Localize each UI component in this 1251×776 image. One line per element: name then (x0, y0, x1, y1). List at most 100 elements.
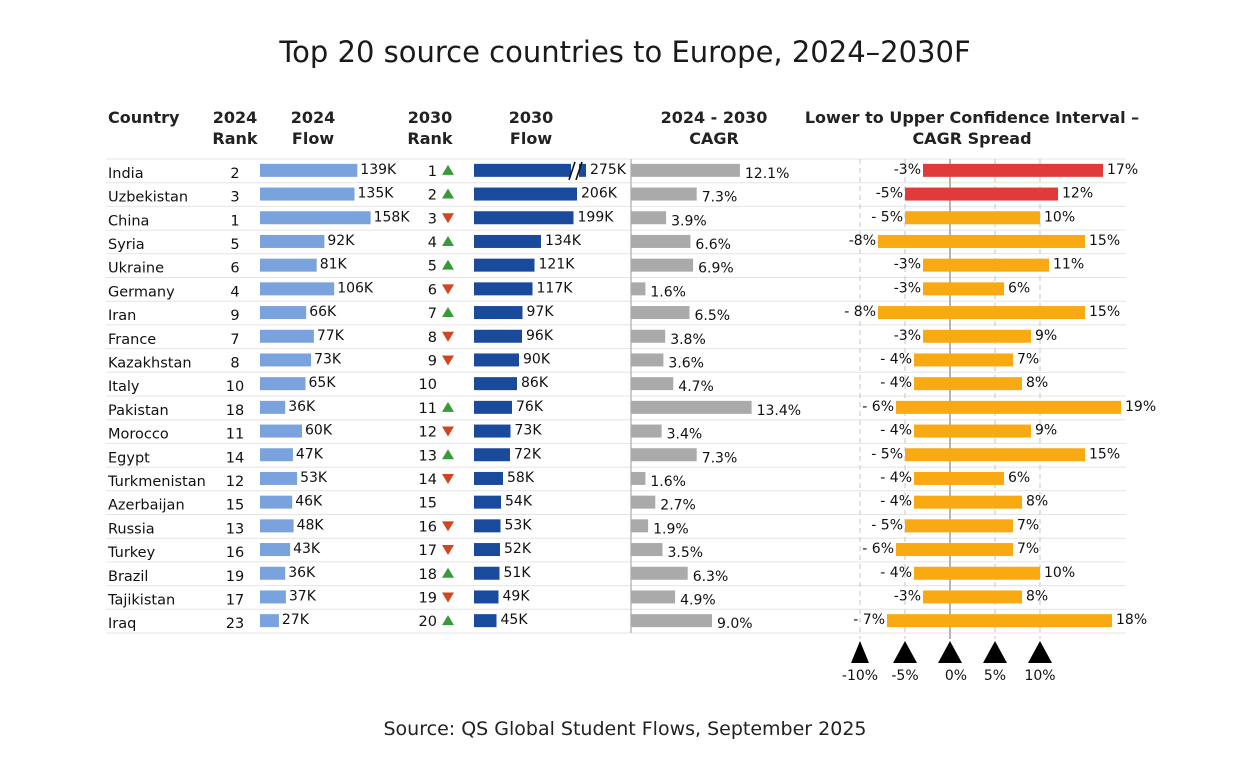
ci-upper-label: 8% (1026, 494, 1048, 510)
rank-2030-label: 15 (419, 496, 437, 512)
ci-tick-marker-icon (983, 641, 1007, 663)
table-rows: India 2 139K 1 275K 12.1% -3% 17%Uzbekistan 3 135… (107, 160, 1156, 632)
country-label: Italy (108, 379, 140, 395)
table-row: Italy 10 65K 10 86K 4.7% - 4% 8% (108, 375, 1048, 395)
ci-spread-bar (896, 400, 1121, 414)
ci-tick-label: 0% (945, 668, 967, 684)
flow-2030-label: 54K (505, 494, 533, 510)
ci-upper-label: 6% (1008, 280, 1030, 296)
cagr-label: 3.4% (667, 427, 703, 443)
axis-break-mark (575, 161, 583, 181)
ci-spread-bar (905, 211, 1040, 225)
ci-upper-label: 19% (1125, 399, 1156, 415)
country-label: Brazil (108, 569, 148, 585)
flow-2024-label: 81K (320, 257, 348, 273)
rank-2024-label: 3 (230, 190, 239, 206)
ci-upper-label: 8% (1026, 375, 1048, 391)
flow-2030-bar (474, 234, 541, 248)
ci-upper-label: 18% (1116, 612, 1147, 628)
rank-2024-label: 18 (226, 403, 244, 419)
header-2024-flow-line2: Flow (292, 129, 334, 148)
ci-lower-label: -3% (894, 328, 921, 344)
country-label: Kazakhstan (108, 355, 192, 371)
ci-spread-bar (905, 187, 1058, 201)
flow-2030-label: 53K (505, 517, 533, 533)
flow-2024-bar (260, 282, 335, 296)
country-label: Turkmenistan (107, 474, 206, 490)
cagr-label: 2.7% (660, 498, 696, 514)
cagr-label: 6.6% (695, 237, 731, 253)
cagr-label: 4.7% (678, 379, 714, 395)
cagr-bar (631, 187, 697, 201)
rank-down-arrow-icon (442, 521, 454, 532)
country-label: Germany (108, 284, 175, 300)
flow-2030-bar (474, 329, 522, 343)
flow-2024-bar (260, 163, 358, 177)
ci-spread-bar (905, 519, 1013, 533)
table-row: Iraq 23 27K 20 45K 9.0% - 7% 18% (108, 612, 1147, 632)
rank-2030-label: 16 (419, 519, 437, 535)
cagr-label: 6.9% (698, 261, 734, 277)
ci-lower-label: - 5% (871, 209, 903, 225)
rank-2030-label: 13 (419, 448, 437, 464)
flow-2030-bar (474, 211, 574, 225)
rank-2024-label: 6 (230, 261, 239, 277)
flow-2030-bar (474, 306, 523, 320)
flow-2030-label: 86K (521, 375, 549, 391)
table-row: Russia 13 48K 16 53K 1.9% - 5% 7% (108, 517, 1039, 537)
ci-spread-bar (914, 495, 1022, 509)
cagr-bar (631, 543, 663, 557)
table-row: Syria 5 92K 4 134K 6.6% -8% 15% (108, 233, 1120, 253)
flow-2024-bar (260, 590, 286, 604)
flow-2030-bar (474, 163, 586, 177)
table-row: Kazakhstan 8 73K 9 90K 3.6% - 4% 7% (108, 351, 1039, 371)
ci-lower-label: -3% (894, 280, 921, 296)
ci-upper-label: 10% (1044, 565, 1075, 581)
flow-2030-bar (474, 614, 497, 628)
ci-axis-ticks: -10% -5% 0% 5% 10% (842, 641, 1056, 684)
ci-upper-label: 12% (1062, 186, 1093, 202)
ci-spread-bar (923, 163, 1103, 177)
rank-up-arrow-icon (442, 449, 454, 460)
flow-2030-bar (474, 495, 501, 509)
country-label: Pakistan (108, 403, 169, 419)
flow-2030-label: 52K (504, 541, 532, 557)
rank-2024-label: 17 (226, 592, 244, 608)
cagr-label: 7.3% (702, 450, 738, 466)
header-cagr-line2: CAGR (689, 129, 739, 148)
flow-2030-bar (474, 282, 533, 296)
flow-2024-bar (260, 424, 302, 438)
ci-spread-bar (914, 353, 1013, 367)
ci-tick-label: -5% (891, 668, 918, 684)
cagr-bar (631, 258, 694, 272)
country-label: India (108, 166, 144, 182)
cagr-bar (631, 329, 666, 343)
country-label: Iraq (108, 616, 136, 632)
flow-2024-label: 135K (358, 186, 395, 202)
flow-2030-label: 96K (526, 328, 554, 344)
cagr-label: 12.1% (745, 166, 789, 182)
rank-2024-label: 23 (226, 616, 244, 632)
ci-upper-label: 15% (1089, 233, 1120, 249)
ci-upper-label: 7% (1017, 541, 1039, 557)
country-label: France (108, 332, 156, 348)
ci-upper-label: 15% (1089, 304, 1120, 320)
rank-2024-label: 2 (230, 166, 239, 182)
cagr-label: 4.9% (680, 592, 716, 608)
flow-2030-label: 45K (501, 612, 529, 628)
header-cagr-line1: 2024 - 2030 (661, 108, 768, 127)
rank-2030-label: 4 (428, 235, 437, 251)
cagr-label: 3.6% (668, 355, 704, 371)
table-row: France 7 77K 8 96K 3.8% -3% 9% (108, 328, 1057, 348)
cagr-label: 6.5% (695, 308, 731, 324)
flow-2024-bar (260, 566, 286, 580)
ci-lower-label: - 4% (880, 494, 912, 510)
rank-2030-label: 20 (419, 614, 437, 630)
flow-2030-bar (474, 258, 535, 272)
flow-2024-label: 66K (309, 304, 337, 320)
ci-spread-bar (923, 258, 1049, 272)
rank-2024-label: 16 (226, 545, 244, 561)
flow-2024-bar (260, 495, 293, 509)
rank-2030-label: 11 (419, 401, 437, 417)
country-label: Tajikistan (107, 592, 175, 608)
